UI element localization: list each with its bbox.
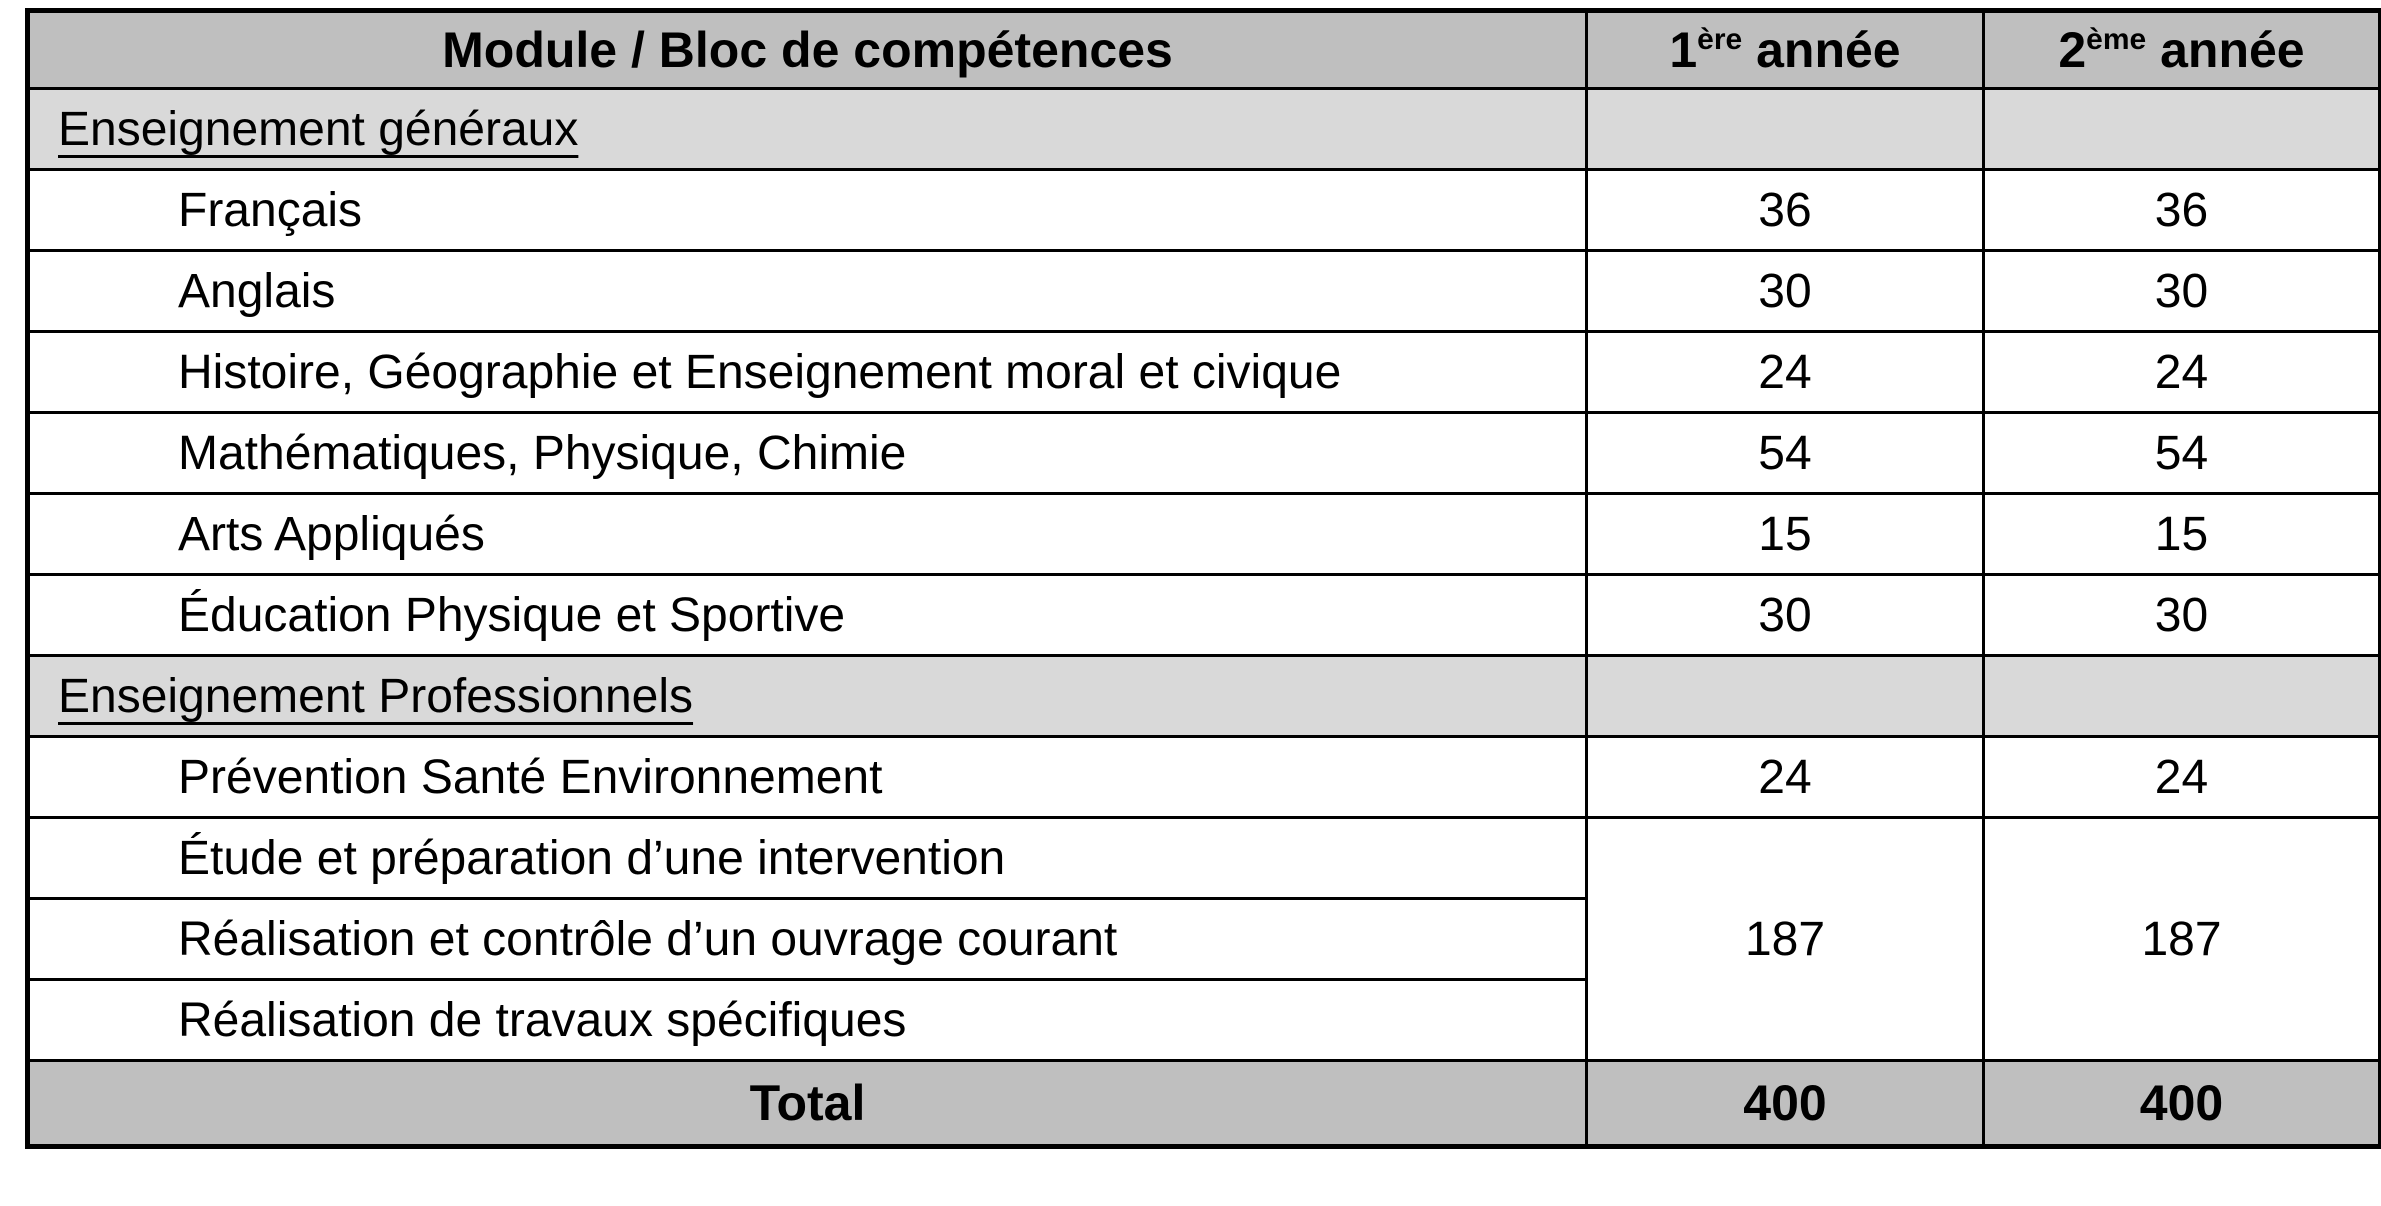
section-header-cell: Enseignement Professionnels xyxy=(26,654,1588,738)
hours-cell-year1: 24 xyxy=(1585,330,1985,414)
hours-cell-year2: 24 xyxy=(1982,735,2381,819)
subject-cell: Mathématiques, Physique, Chimie xyxy=(26,411,1588,495)
hours-cell-year1: 54 xyxy=(1585,411,1985,495)
hours-cell-year2 xyxy=(1982,87,2381,171)
subject-cell: Histoire, Géographie et Enseignement mor… xyxy=(26,330,1588,414)
year2-base: 2 xyxy=(2058,22,2087,78)
section-header-label: Enseignement généraux xyxy=(58,102,579,156)
hours-cell-year1 xyxy=(1585,654,1985,738)
subject-cell: Éducation Physique et Sportive xyxy=(26,573,1588,657)
subject-cell: Réalisation et contrôle d’un ouvrage cou… xyxy=(26,897,1588,981)
year1-ordinal-sup: ère xyxy=(1697,23,1743,56)
total-hours-year1: 400 xyxy=(1585,1059,1985,1148)
subject-cell: Étude et préparation d’une intervention xyxy=(26,816,1588,900)
subject-cell: Arts Appliqués xyxy=(26,492,1588,576)
hours-cell-year1: 36 xyxy=(1585,168,1985,252)
col-header-year2: 2ème année xyxy=(1982,9,2381,90)
total-label-cell: Total xyxy=(26,1059,1588,1148)
col-header-year1: 1ère année xyxy=(1585,9,1985,90)
hours-cell-year2 xyxy=(1982,654,2381,738)
subject-cell: Prévention Santé Environnement xyxy=(26,735,1588,819)
section-header-label: Enseignement Professionnels xyxy=(58,669,694,723)
hours-cell-year2: 24 xyxy=(1982,330,2381,414)
table-row-total: Total 400 400 xyxy=(26,1059,2381,1148)
hours-cell-year2: 30 xyxy=(1982,573,2381,657)
table-row-maths-physique-chimie: Mathématiques, Physique, Chimie 54 54 xyxy=(26,411,2381,495)
curriculum-hours-table: Module / Bloc de compétences 1ère année … xyxy=(25,8,2381,1149)
year2-rest: année xyxy=(2146,22,2305,78)
table-row-francais: Français 36 36 xyxy=(26,168,2381,252)
table-row-etude-preparation: Étude et préparation d’une intervention … xyxy=(26,816,2381,1062)
table-row-section-professionnel: Enseignement Professionnels xyxy=(26,654,2381,738)
table-header-row: Module / Bloc de compétences 1ère année … xyxy=(26,9,2381,90)
table-row-section-general: Enseignement généraux xyxy=(26,87,2381,171)
hours-cell-year1: 24 xyxy=(1585,735,1985,819)
hours-cell-year1 xyxy=(1585,87,1985,171)
col-header-module: Module / Bloc de compétences xyxy=(26,9,1588,90)
hours-cell-year1: 15 xyxy=(1585,492,1985,576)
table-row-eps: Éducation Physique et Sportive 30 30 xyxy=(26,573,2381,657)
section-header-cell: Enseignement généraux xyxy=(26,87,1588,171)
table-row-anglais: Anglais 30 30 xyxy=(26,249,2381,333)
subject-cell: Français xyxy=(26,168,1588,252)
year2-ordinal-sup: ème xyxy=(2086,23,2147,56)
subject-cell: Réalisation de travaux spécifiques xyxy=(26,978,1588,1062)
year1-base: 1 xyxy=(1669,22,1698,78)
table-row-pse: Prévention Santé Environnement 24 24 xyxy=(26,735,2381,819)
table-row-histoire-geo: Histoire, Géographie et Enseignement mor… xyxy=(26,330,2381,414)
table-row-arts-appliques: Arts Appliqués 15 15 xyxy=(26,492,2381,576)
total-hours-year2: 400 xyxy=(1982,1059,2381,1148)
subject-cell: Anglais xyxy=(26,249,1588,333)
hours-cell-year2-merged: 187 xyxy=(1982,816,2381,1062)
hours-cell-year2: 30 xyxy=(1982,249,2381,333)
hours-cell-year1-merged: 187 xyxy=(1585,816,1985,1062)
hours-cell-year2: 36 xyxy=(1982,168,2381,252)
hours-cell-year1: 30 xyxy=(1585,249,1985,333)
year1-rest: année xyxy=(1742,22,1901,78)
hours-cell-year2: 15 xyxy=(1982,492,2381,576)
hours-cell-year2: 54 xyxy=(1982,411,2381,495)
hours-cell-year1: 30 xyxy=(1585,573,1985,657)
